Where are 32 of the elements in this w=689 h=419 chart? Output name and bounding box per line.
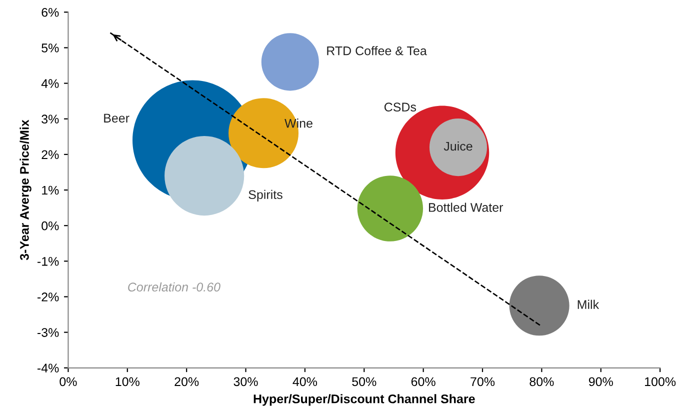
annotation: Correlation -0.60 <box>128 282 220 292</box>
y-tick-label: -3% <box>38 328 59 337</box>
y-axis-title: 3-Year Averge Price/Mix <box>20 120 32 260</box>
x-tick-label: 90% <box>588 377 613 386</box>
x-tick-label: 50% <box>352 377 376 386</box>
series-label: Spirits <box>248 190 282 202</box>
x-tick-label: 60% <box>411 377 436 386</box>
x-tick-label: 100% <box>645 377 676 386</box>
y-tick-label: -2% <box>38 292 59 302</box>
x-tick-label: 30% <box>234 377 258 386</box>
y-tick-label: 3% <box>42 114 59 124</box>
x-tick-label: 70% <box>470 377 495 386</box>
x-tick-label: 80% <box>530 377 554 386</box>
series-label: Milk <box>578 300 600 309</box>
y-tick-label: 5% <box>42 44 59 52</box>
series-label: Juice <box>444 142 472 151</box>
x-tick-label: 40% <box>292 377 318 386</box>
x-tick-label: 0% <box>60 377 77 386</box>
y-tick-label: -4% <box>38 364 59 372</box>
y-tick-label: 2% <box>42 150 59 160</box>
series-label: Beer <box>104 114 130 123</box>
y-tick-label: 4% <box>41 79 59 88</box>
x-tick-label: 10% <box>116 377 140 386</box>
series-label: RTD Coffee & Tea <box>327 46 427 56</box>
y-tick-label: -1% <box>38 257 59 266</box>
x-tick-label: 20% <box>174 377 199 386</box>
x-axis-title: Hyper/Super/Discount Channel Share <box>254 394 475 406</box>
series-label: Bottled Water <box>428 202 504 212</box>
y-tick-label: 6% <box>42 8 59 17</box>
y-tick-label: 0% <box>42 221 59 230</box>
y-tick-label: 1% <box>42 186 59 195</box>
series-label: CSDs <box>384 102 416 112</box>
